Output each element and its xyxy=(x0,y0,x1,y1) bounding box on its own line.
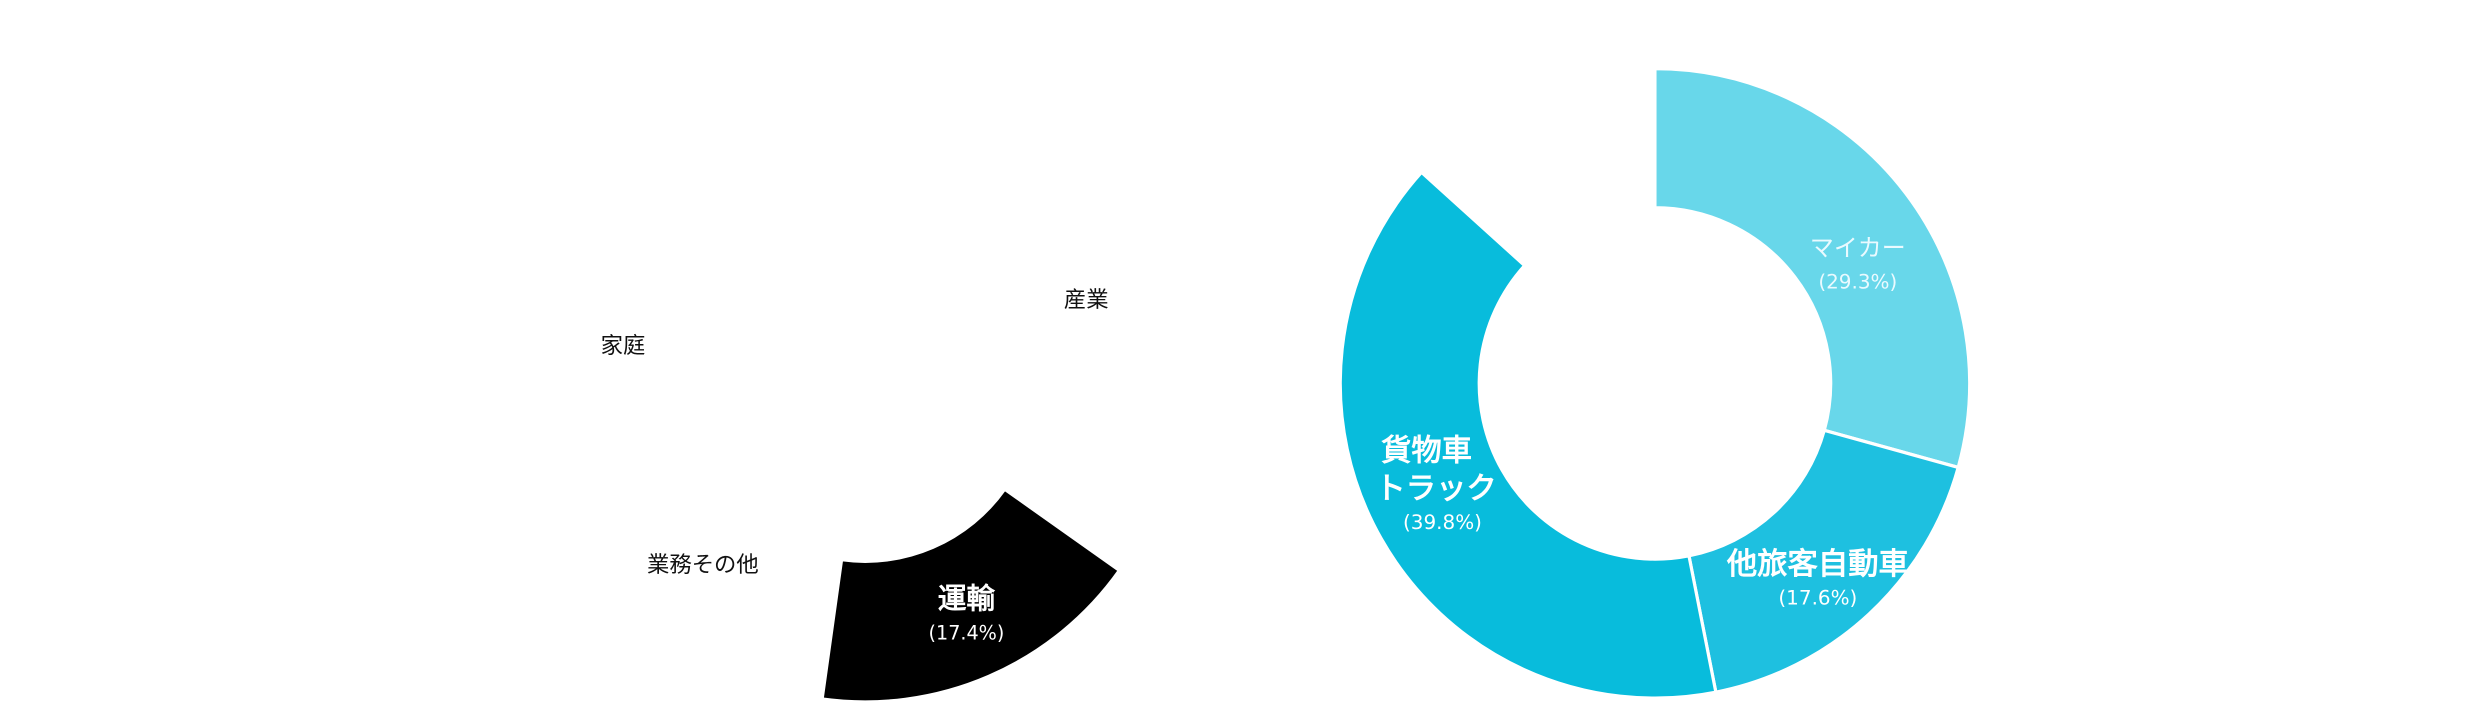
segment-label: 家庭 xyxy=(601,333,646,359)
donut-segment xyxy=(1687,428,1961,695)
segment-label: 運輸 xyxy=(938,582,996,616)
segment-label: 業務その他 xyxy=(647,552,759,578)
segment-label: 産業 xyxy=(1064,287,1109,313)
value-label: (17.4%) xyxy=(929,622,1005,645)
value-label: (39.8%) xyxy=(1403,510,1482,534)
donut-segment xyxy=(1653,67,1972,470)
segment-label: トラック xyxy=(1375,472,1496,507)
segment-label: 他旅客自動車 xyxy=(1726,546,1909,582)
segment-label: マイカー xyxy=(1810,234,1906,262)
value-label: (29.3%) xyxy=(1818,269,1897,293)
value-label: (17.6%) xyxy=(1778,586,1857,610)
segment-label: 貨物車 xyxy=(1381,434,1472,469)
donut-segment xyxy=(1338,170,1718,700)
donut-segment xyxy=(820,486,1122,704)
